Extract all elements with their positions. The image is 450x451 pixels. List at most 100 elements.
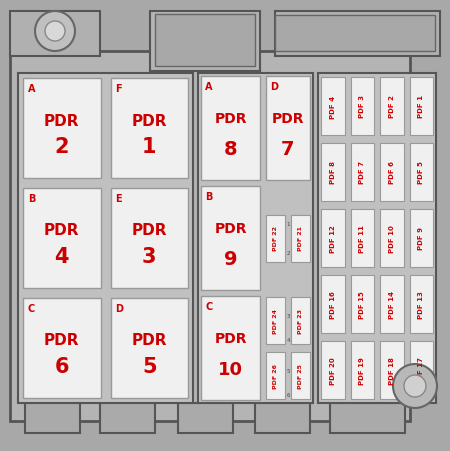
Text: PDF 1: PDF 1 — [418, 95, 424, 118]
Text: 10: 10 — [218, 360, 243, 378]
Text: 9: 9 — [224, 250, 237, 269]
Text: D: D — [270, 82, 278, 92]
Text: PDR: PDR — [131, 333, 167, 348]
Text: PDR: PDR — [214, 331, 247, 345]
Text: E: E — [116, 193, 122, 203]
Text: B: B — [205, 192, 212, 202]
Text: PDF 14: PDF 14 — [389, 290, 395, 318]
Bar — [275, 12, 440, 57]
Text: PDR: PDR — [44, 223, 80, 238]
Bar — [318, 74, 436, 403]
Bar — [111, 79, 188, 179]
Bar — [275, 16, 435, 52]
Bar — [410, 341, 433, 399]
Text: PDF 6: PDF 6 — [389, 161, 395, 184]
Bar — [380, 276, 404, 333]
Bar — [25, 403, 80, 433]
Text: PDF 3: PDF 3 — [359, 95, 365, 118]
Bar — [410, 78, 433, 136]
Bar — [18, 74, 193, 403]
Text: PDF 24: PDF 24 — [273, 308, 278, 333]
Bar — [10, 52, 410, 421]
Text: PDF 4: PDF 4 — [330, 95, 336, 118]
Bar — [291, 215, 310, 262]
Bar — [255, 403, 310, 433]
Bar — [351, 210, 374, 267]
Bar — [380, 341, 404, 399]
Bar — [100, 403, 155, 433]
Text: PDF 13: PDF 13 — [418, 290, 424, 318]
Text: A: A — [28, 84, 36, 94]
Bar — [321, 78, 345, 136]
Text: PDF 12: PDF 12 — [330, 225, 336, 252]
Bar — [380, 144, 404, 202]
Text: 6: 6 — [54, 356, 69, 376]
Text: PDR: PDR — [131, 113, 167, 128]
Text: PDF 10: PDF 10 — [389, 225, 395, 253]
Text: PDF 19: PDF 19 — [359, 356, 365, 384]
Bar — [321, 144, 345, 202]
Text: F: F — [116, 84, 122, 94]
Circle shape — [35, 12, 75, 52]
Text: 8: 8 — [224, 140, 237, 159]
Text: PDF 11: PDF 11 — [359, 225, 365, 253]
Text: 2: 2 — [54, 137, 69, 156]
Bar — [266, 352, 285, 399]
Text: PDR: PDR — [44, 113, 80, 128]
Text: C: C — [205, 301, 212, 311]
Bar — [380, 210, 404, 267]
Text: PDF 22: PDF 22 — [273, 226, 278, 251]
Text: PDF 20: PDF 20 — [330, 356, 336, 384]
Text: B: B — [28, 193, 36, 203]
Bar — [380, 78, 404, 136]
Bar — [266, 77, 310, 180]
Text: 4: 4 — [54, 246, 69, 267]
Bar — [410, 276, 433, 333]
Bar — [410, 144, 433, 202]
Text: PDR: PDR — [214, 111, 247, 125]
Text: PDF 9: PDF 9 — [418, 227, 424, 250]
Text: 6: 6 — [286, 392, 290, 397]
Bar — [351, 276, 374, 333]
Circle shape — [404, 375, 426, 397]
Text: 7: 7 — [281, 140, 295, 159]
Text: PDR: PDR — [44, 333, 80, 348]
Bar — [23, 79, 100, 179]
Bar — [266, 215, 285, 262]
Bar — [201, 77, 260, 180]
Circle shape — [393, 364, 437, 408]
Text: PDF 7: PDF 7 — [359, 161, 365, 184]
Bar — [23, 189, 100, 288]
Text: PDF 18: PDF 18 — [389, 356, 395, 384]
Text: D: D — [116, 304, 123, 313]
Text: PDF 15: PDF 15 — [359, 290, 365, 318]
Bar — [178, 403, 233, 433]
Text: C: C — [28, 304, 35, 313]
Bar — [201, 187, 260, 290]
Text: 1: 1 — [142, 137, 157, 156]
Text: PDF 8: PDF 8 — [330, 161, 336, 184]
Bar — [10, 12, 100, 57]
Bar — [351, 144, 374, 202]
Text: PDR: PDR — [131, 223, 167, 238]
Bar — [155, 15, 255, 67]
Text: PDF 2: PDF 2 — [389, 95, 395, 118]
Bar — [351, 78, 374, 136]
Bar — [111, 299, 188, 398]
Text: 1: 1 — [286, 222, 290, 227]
Text: PDF 23: PDF 23 — [298, 308, 303, 333]
Text: PDF 5: PDF 5 — [418, 161, 424, 184]
Circle shape — [45, 22, 65, 42]
Bar — [198, 74, 313, 403]
Bar — [291, 352, 310, 399]
Text: 5: 5 — [142, 356, 157, 376]
Bar — [321, 276, 345, 333]
Bar — [150, 12, 260, 72]
Bar — [351, 341, 374, 399]
Text: PDF 21: PDF 21 — [298, 226, 303, 251]
Text: A: A — [205, 82, 212, 92]
Bar — [291, 297, 310, 344]
Text: PDF 16: PDF 16 — [330, 290, 336, 318]
Bar — [321, 341, 345, 399]
Text: 3: 3 — [286, 313, 290, 318]
